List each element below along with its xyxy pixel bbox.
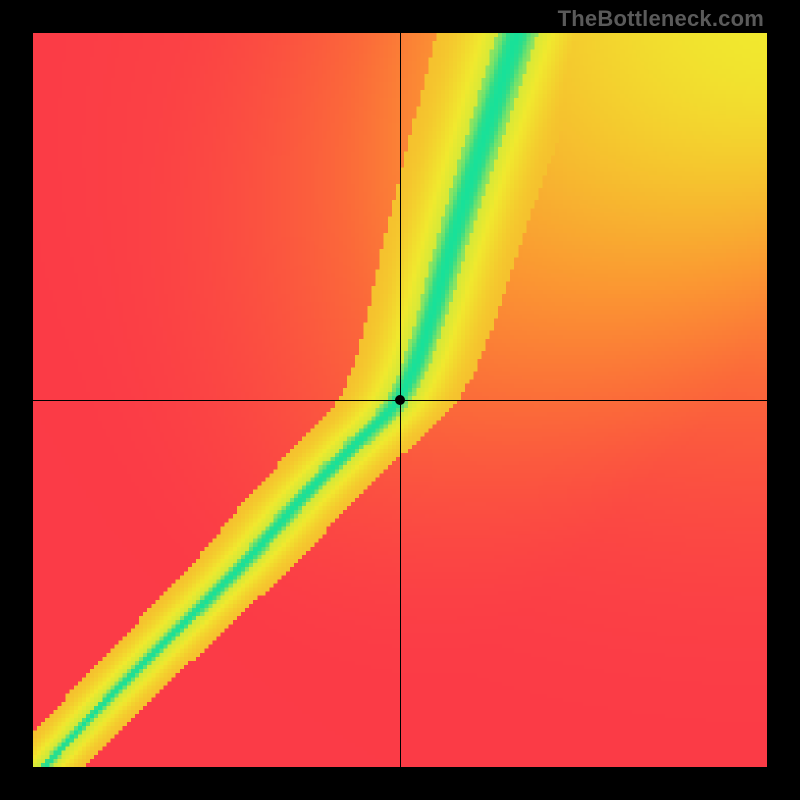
chart-frame: TheBottleneck.com — [0, 0, 800, 800]
heatmap-plot-area — [33, 33, 767, 767]
crosshair-marker — [395, 395, 405, 405]
watermark-label: TheBottleneck.com — [558, 6, 764, 32]
